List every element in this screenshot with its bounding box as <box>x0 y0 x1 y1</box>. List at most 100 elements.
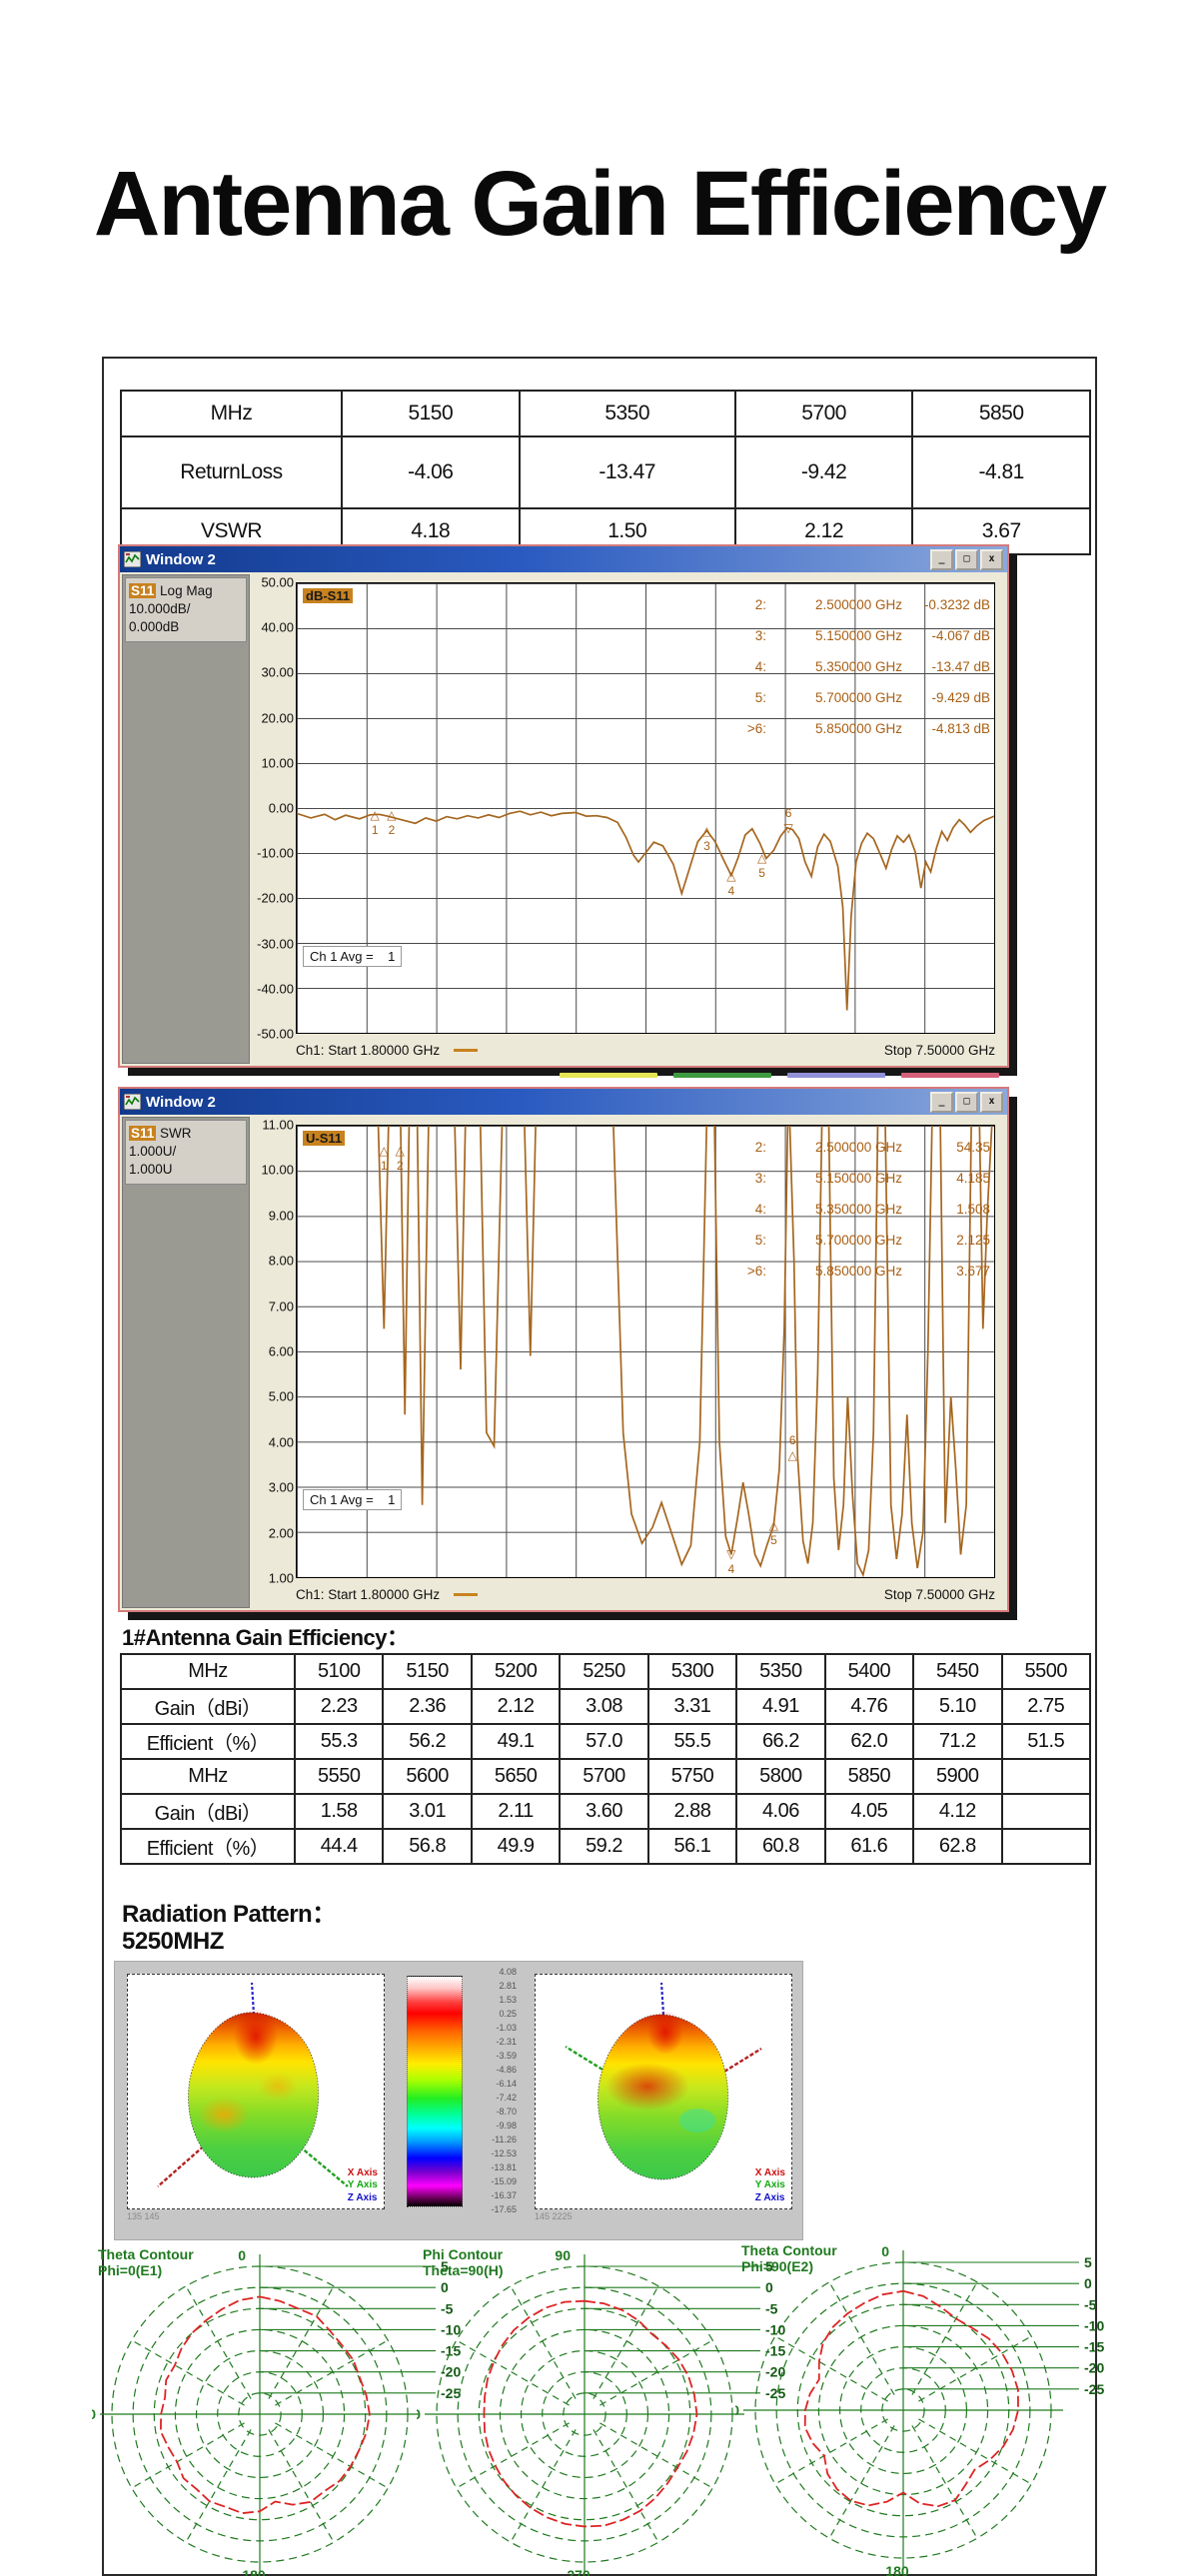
marker-readout-cell: -9.429 dB <box>931 690 990 705</box>
trace-name-chip: S11 <box>129 1126 157 1141</box>
table-cell: 4.76 <box>823 1688 915 1725</box>
table-cell: 2.23 <box>293 1688 385 1725</box>
table-cell: 1.58 <box>293 1793 385 1830</box>
trace-marker: △ <box>370 807 380 822</box>
table-cell: 5400 <box>823 1653 915 1690</box>
table-cell: 3.01 <box>382 1793 473 1830</box>
marker-readout-cell: 5.850000 GHz <box>814 1264 902 1279</box>
legend-dash <box>787 1073 885 1078</box>
table-cell: 4.12 <box>912 1793 1003 1830</box>
marker-readout-cell: 5.700000 GHz <box>814 690 902 705</box>
gain-section-heading: 1#Antenna Gain Efficiency： <box>122 1625 409 1650</box>
minimize-button[interactable]: _ <box>930 548 953 570</box>
table-row: MHz 5550 5600 5650 5700 5750 5800 5850 5900 <box>120 1758 1091 1795</box>
marker-readout-cell: -4.813 dB <box>931 721 990 736</box>
window-titlebar[interactable]: Window 2 _ □ x <box>120 1089 1007 1115</box>
window-title: Window 2 <box>146 550 216 568</box>
marker-readout-row: 2: 2.500000 GHz 54.35 <box>730 1132 990 1163</box>
svg-text:-25: -25 <box>441 2385 461 2401</box>
radiation-heading: Radiation Pattern： <box>122 1901 336 1928</box>
trace-marker-number: 5 <box>758 865 765 880</box>
table-cell: 49.9 <box>470 1828 562 1865</box>
y-tick-label: 2.00 <box>268 1525 294 1541</box>
pattern-footer-left: 135 145 <box>127 2211 160 2221</box>
table-cell: Efficient（%） <box>120 1723 296 1760</box>
table-cell: 61.6 <box>823 1828 915 1865</box>
marker-readout-row: >6: 5.850000 GHz 3.677 <box>730 1256 990 1287</box>
y-tick-label: 50.00 <box>261 574 294 590</box>
radiation-pattern-block: X Axis Y Axis Z Axis 4.08 2.81 1.53 0.25 -1.03… <box>114 1961 803 2240</box>
maximize-button[interactable]: □ <box>955 1091 978 1113</box>
close-button[interactable]: x <box>980 548 1003 570</box>
svg-text:0: 0 <box>1084 2275 1092 2291</box>
minimize-button[interactable]: _ <box>930 1091 953 1113</box>
marker-readout-cell: 2: <box>754 1140 766 1155</box>
marker-readout-cell: 2.125 <box>956 1233 990 1248</box>
window-icon <box>124 551 141 567</box>
table-cell: 2.36 <box>382 1688 473 1725</box>
table-cell: 3.31 <box>646 1688 738 1725</box>
svg-text:180: 180 <box>417 2406 421 2422</box>
y-tick-label: 40.00 <box>261 619 294 635</box>
trace-marker-number: 1 <box>371 822 379 837</box>
marker-readout-cell: 5: <box>754 690 766 705</box>
table-cell: 5700 <box>559 1758 649 1795</box>
channel-statusbar: Ch1: Start 1.80000 GHz Stop 7.50000 GHz <box>296 1582 995 1606</box>
table-cell: 5150 <box>341 390 521 437</box>
svg-text:-10: -10 <box>441 2321 461 2337</box>
y-tick-label: 0.00 <box>268 800 294 816</box>
svg-text:0: 0 <box>765 2279 773 2295</box>
svg-text:Theta=90(H): Theta=90(H) <box>423 2262 504 2278</box>
svg-text:-5: -5 <box>1084 2296 1097 2312</box>
trace-label-chip: dB-S11 <box>303 588 354 603</box>
table-cell: 59.2 <box>559 1828 649 1865</box>
marker-readout-row: 3: 5.150000 GHz 4.185 <box>730 1163 990 1194</box>
marker-readout-row: 3: 5.150000 GHz -4.067 dB <box>730 620 990 651</box>
table-cell: 71.2 <box>912 1723 1003 1760</box>
table-cell: -4.06 <box>341 435 521 509</box>
trace-marker-number: 1 <box>380 1158 388 1173</box>
table-cell: 56.2 <box>382 1723 473 1760</box>
marker-readout-cell: 3: <box>754 628 766 643</box>
marker-readout-cell: >6: <box>746 721 766 736</box>
svg-text:0: 0 <box>441 2279 449 2295</box>
maximize-button[interactable]: □ <box>955 548 978 570</box>
svg-text:180: 180 <box>885 2563 909 2576</box>
y-tick-label: -20.00 <box>257 890 294 906</box>
table-cell: 60.8 <box>735 1828 826 1865</box>
avg-box: Ch 1 Avg = 1 <box>303 1489 403 1511</box>
y-axis-ticks: 11.00 10.00 9.00 8.00 7.00 6.00 5.00 4.00 3.00 2.… <box>250 1118 296 1586</box>
polar-plot-phi-h: 5 0 -5 -10 -15 -20 -25 Phi Contour Theta=90(H) 90… <box>398 2239 788 2576</box>
s11-logmag-plot: dB-S11 2: 2.500000 GHz -0.3232 dB 3: 5.15000… <box>296 582 995 1034</box>
svg-text:270: 270 <box>92 2406 96 2422</box>
marker-readout-cell: >6: <box>746 1264 766 1279</box>
colorbar-tick-label: -6.14 <box>496 2079 517 2089</box>
trace-ref-label: 0.000dB <box>129 619 180 635</box>
start-freq-label: Ch1: Start 1.80000 GHz <box>296 1042 441 1058</box>
colorbar-tick-label: -1.03 <box>496 2023 517 2033</box>
colorbar-tick-label: -4.86 <box>496 2065 517 2075</box>
y-tick-label: -30.00 <box>257 936 294 952</box>
legend-dash <box>901 1073 999 1078</box>
table-cell: 57.0 <box>559 1723 649 1760</box>
table-cell: 2.88 <box>646 1793 738 1830</box>
trace-marker: △ <box>787 1447 797 1462</box>
marker-readout-cell: 4.185 <box>956 1171 990 1186</box>
colorbar-tick-label: -11.26 <box>492 2135 517 2145</box>
trace-marker: △ <box>387 807 397 822</box>
table-row: Efficient（%） 55.3 56.2 49.1 57.0 55.5 66.2 62.0… <box>120 1723 1091 1760</box>
table-row: Gain（dBi） 2.23 2.36 2.12 3.08 3.31 4.91 4.76 5.1… <box>120 1688 1091 1725</box>
window-titlebar[interactable]: Window 2 _ □ x <box>120 546 1007 572</box>
trace-marker: △ <box>726 868 736 883</box>
polar-plot-theta-e2: 5 0 -5 -10 -15 -20 -25 Theta Contour Phi=90(E2) 0… <box>716 2235 1107 2576</box>
close-button[interactable]: x <box>980 1091 1003 1113</box>
avg-box: Ch 1 Avg = 1 <box>303 945 403 967</box>
marker-readout-row: 2: 2.500000 GHz -0.3232 dB <box>730 589 990 620</box>
x-axis-legend: X Axis <box>347 2166 378 2178</box>
marker-readout: 2: 2.500000 GHz 54.35 3: 5.150000 GHz 4.185 4:… <box>730 1132 990 1287</box>
colorbar-tick-label: -12.53 <box>491 2148 517 2158</box>
table-cell <box>1000 1758 1091 1795</box>
marker-readout-cell: 3.677 <box>956 1264 990 1279</box>
table-cell: 55.5 <box>646 1723 738 1760</box>
